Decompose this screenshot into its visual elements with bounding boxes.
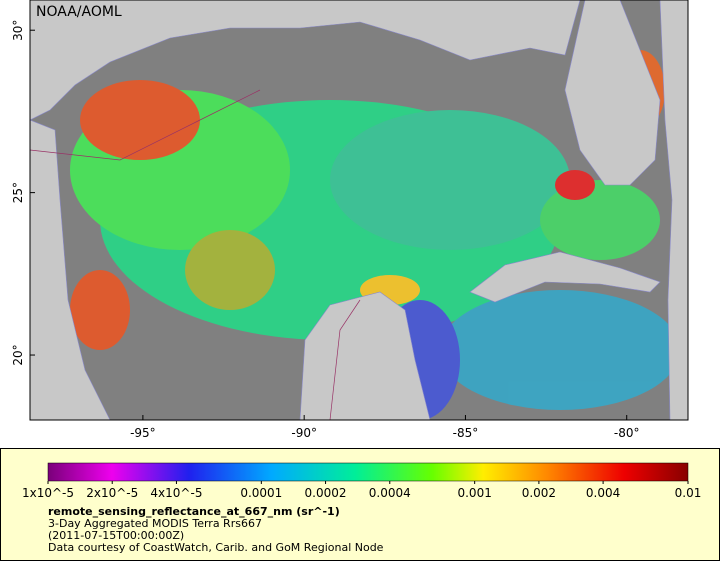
colorbar-tick-label: 0.0002: [305, 486, 347, 500]
colorbar-tick-label: 0.0001: [240, 486, 282, 500]
y-tick-label: 20°: [11, 344, 25, 365]
y-tick-label: 25°: [11, 182, 25, 203]
caption-line: (2011-07-15T00:00:00Z): [48, 529, 184, 542]
variable-name: remote_sensing_reflectance_at_667_nm (sr…: [48, 505, 340, 518]
x-tick-label: -80°: [614, 426, 640, 440]
colorbar-tick-label: 4x10^-5: [150, 486, 202, 500]
colorbar-tick-label: 0.0004: [369, 486, 411, 500]
colorbar-tick-label: 1x10^-5: [22, 486, 74, 500]
y-tick-label: 30°: [11, 20, 25, 41]
colorbar-tick-label: 0.001: [457, 486, 491, 500]
colorbar-tick-label: 0.002: [522, 486, 556, 500]
colorbar-tick-label: 0.01: [675, 486, 702, 500]
border: [329, 299, 361, 420]
caption-line: Data courtesy of CoastWatch, Carib. and …: [48, 541, 384, 554]
colorbar-tick-label: 2x10^-5: [86, 486, 138, 500]
map: [30, 0, 688, 420]
colorbar: [47, 462, 689, 482]
land: [30, 0, 688, 420]
x-tick-label: -95°: [130, 426, 156, 440]
x-tick-label: -90°: [291, 426, 317, 440]
border: [30, 89, 261, 161]
x-tick-label: -85°: [453, 426, 479, 440]
map-frame: [29, 0, 689, 421]
watermark: NOAA/AOML: [36, 4, 122, 20]
colorbar-tick-label: 0.004: [586, 486, 620, 500]
caption-line: 3-Day Aggregated MODIS Terra Rrs667: [48, 517, 262, 530]
